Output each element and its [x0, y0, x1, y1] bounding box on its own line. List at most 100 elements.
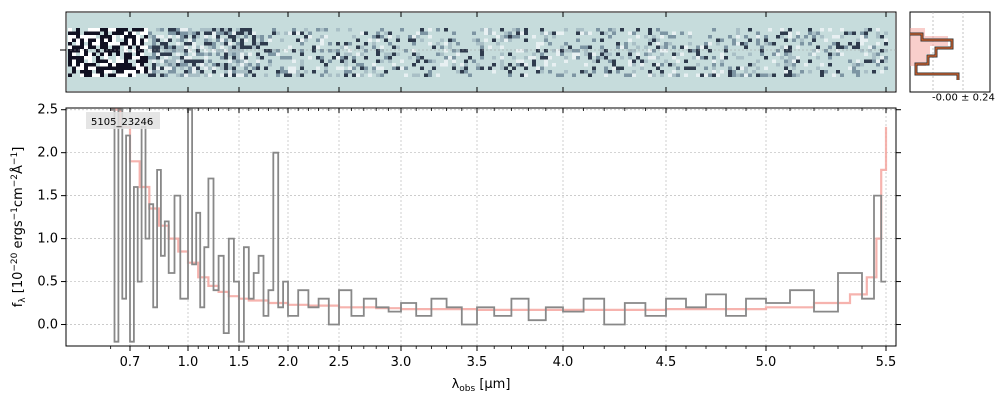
spectrum-2d-pixel	[624, 42, 628, 46]
spectrum-2d-pixel	[704, 45, 708, 49]
spectrum-2d-pixel	[300, 73, 304, 77]
spectrum-2d-pixel	[96, 56, 100, 60]
spectrum-2d-pixel	[580, 31, 584, 35]
spectrum-2d-pixel	[68, 52, 72, 56]
spectrum-2d-pixel	[108, 66, 112, 70]
spectrum-2d-pixel	[860, 31, 864, 35]
spectrum-2d-pixel	[320, 35, 324, 39]
spectrum-2d-pixel	[380, 66, 384, 70]
spectrum-2d-pixel	[180, 66, 184, 70]
spectrum-2d-pixel	[728, 70, 732, 74]
spectrum-2d-pixel	[812, 35, 816, 39]
spectrum-2d-pixel	[164, 42, 168, 46]
spectrum-2d-pixel	[516, 49, 520, 53]
spectrum-2d-pixel	[220, 38, 224, 42]
spectrum-2d-pixel	[704, 42, 708, 46]
spectrum-2d-pixel	[212, 70, 216, 74]
spectrum-2d-pixel	[364, 49, 368, 53]
spectrum-2d-pixel	[392, 45, 396, 49]
spectrum-2d-pixel	[880, 56, 884, 60]
spectrum-2d-pixel	[72, 31, 76, 35]
spectrum-2d-pixel	[500, 66, 504, 70]
spectrum-2d-pixel	[444, 28, 448, 32]
spectrum-2d-pixel	[840, 35, 844, 39]
spectrum-2d-pixel	[236, 49, 240, 53]
spectrum-2d-pixel	[180, 56, 184, 60]
spectrum-2d-pixel	[384, 52, 388, 56]
spectrum-2d-pixel	[180, 59, 184, 63]
spectrum-2d-pixel	[164, 45, 168, 49]
spectrum-2d-pixel	[356, 73, 360, 77]
spectrum-2d-pixel	[468, 73, 472, 77]
spectrum-2d-pixel	[744, 73, 748, 77]
spectrum-2d-pixel	[640, 59, 644, 63]
spectrum-2d-pixel	[492, 63, 496, 67]
spectrum-2d-pixel	[88, 35, 92, 39]
spectrum-2d-pixel	[204, 31, 208, 35]
spectrum-2d-pixel	[756, 35, 760, 39]
spectrum-2d-pixel	[288, 66, 292, 70]
spectrum-2d-pixel	[404, 49, 408, 53]
spectrum-2d-pixel	[880, 70, 884, 74]
spectrum-2d-pixel	[740, 56, 744, 60]
spectrum-2d-pixel	[248, 63, 252, 67]
spectrum-2d-pixel	[876, 42, 880, 46]
spectrum-2d-pixel	[124, 28, 128, 32]
x-tick-label: 3.0	[391, 355, 412, 370]
spectrum-2d-pixel	[236, 45, 240, 49]
spectrum-2d-pixel	[140, 28, 144, 32]
spectrum-2d-pixel	[532, 56, 536, 60]
spectrum-2d-pixel	[192, 38, 196, 42]
spectrum-2d-pixel	[240, 38, 244, 42]
spectrum-2d-pixel	[388, 59, 392, 63]
profile-panel: -0.00 ± 0.24	[909, 11, 995, 103]
spectrum-2d-pixel	[460, 70, 464, 74]
spectrum-2d-pixel	[168, 38, 172, 42]
spectrum-2d-pixel	[700, 73, 704, 77]
spectrum-2d-pixel	[112, 73, 116, 77]
spectrum-2d-pixel	[532, 35, 536, 39]
spectrum-2d-pixel	[84, 35, 88, 39]
spectrum-2d-pixel	[864, 31, 868, 35]
spectrum-2d-pixel	[712, 56, 716, 60]
spectrum-2d-pixel	[140, 38, 144, 42]
spectrum-2d-pixel	[240, 63, 244, 67]
spectrum-2d-pixel	[68, 28, 72, 32]
spectrum-2d-pixel	[788, 70, 792, 74]
spectrum-2d-pixel	[632, 49, 636, 53]
spectrum-2d-pixel	[784, 49, 788, 53]
spectrum-2d-pixel	[76, 35, 80, 39]
spectrum-2d-pixel	[244, 56, 248, 60]
spectrum-2d-pixel	[480, 56, 484, 60]
spectrum-2d-pixel	[604, 31, 608, 35]
spectrum-2d-pixel	[776, 49, 780, 53]
x-tick-label: 1.5	[229, 355, 250, 370]
spectrum-2d-pixel	[500, 56, 504, 60]
spectrum-2d-pixel	[76, 38, 80, 42]
spectrum-2d-pixel	[164, 66, 168, 70]
spectrum-2d-pixel	[96, 28, 100, 32]
spectrum-2d-pixel	[664, 45, 668, 49]
spectrum-2d-pixel	[164, 73, 168, 77]
spectrum-2d-pixel	[144, 66, 148, 70]
spectrum-2d-pixel	[356, 63, 360, 67]
spectrum-2d-pixel	[236, 73, 240, 77]
spectrum-2d-pixel	[144, 56, 148, 60]
spectrum-2d-pixel	[192, 35, 196, 39]
spectrum-2d-pixel	[244, 63, 248, 67]
spectrum-2d-pixel	[220, 45, 224, 49]
spectrum-2d-pixel	[72, 59, 76, 63]
spectrum-2d-pixel	[712, 66, 716, 70]
spectrum-2d-pixel	[524, 66, 528, 70]
spectrum-2d-pixel	[544, 35, 548, 39]
spectrum-2d-pixel	[452, 31, 456, 35]
spectrum-2d-pixel	[120, 35, 124, 39]
spectrum-2d-pixel	[272, 28, 276, 32]
spectrum-2d-pixel	[212, 45, 216, 49]
spectrum-2d-pixel	[300, 59, 304, 63]
spectrum-2d-pixel	[632, 31, 636, 35]
spectrum-2d-pixel	[180, 35, 184, 39]
spectrum-2d-pixel	[520, 49, 524, 53]
spectrum-2d-pixel	[428, 35, 432, 39]
spectrum-2d-pixel	[568, 45, 572, 49]
